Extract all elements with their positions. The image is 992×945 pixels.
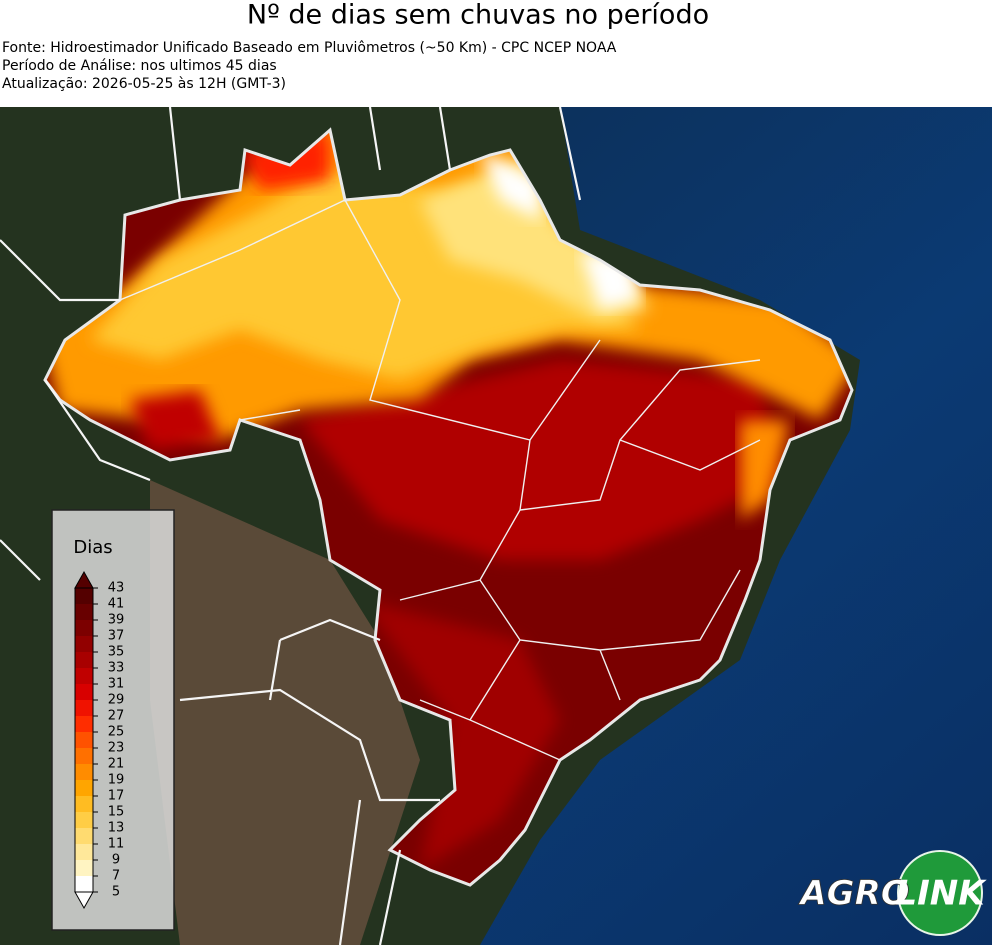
tick-label: 13 [108,821,125,836]
legend-box [51,509,175,931]
source: Fonte: Hidroestimador Unificado Baseado … [2,40,617,56]
tick-label: 25 [108,725,125,740]
tick-label: 39 [108,613,125,628]
tick-label: 31 [108,677,125,692]
tick-label: 19 [108,773,125,788]
color-band [75,604,93,620]
color-band [75,796,93,812]
color-band [75,860,93,876]
tick-label: 37 [108,629,125,644]
tick-label: 11 [108,837,125,852]
color-band [75,748,93,764]
logo-right: LINK [895,874,987,914]
tick-label: 9 [112,853,120,868]
map [0,106,992,945]
logo: AGRO LINK [797,850,987,936]
tick-label: 17 [108,789,125,804]
color-band [75,764,93,780]
color-band [75,844,93,860]
tick-label: 23 [108,741,125,756]
tick-label: 41 [108,597,125,612]
period: Período de Análise: nos ultimos 45 dias [2,58,277,74]
legend: Dias 57911131517192123252729313335373941… [51,509,175,931]
color-band [75,812,93,828]
color-band [75,876,93,892]
tick-label: 35 [108,645,125,660]
color-band [75,636,93,652]
color-band [75,684,93,700]
logo-left: AGRO [797,874,909,914]
color-band [75,828,93,844]
tick-label: 33 [108,661,125,676]
tick-label: 15 [108,805,125,820]
update: Atualização: 2026-05-25 às 12H (GMT-3) [2,76,286,92]
logo-circle [897,850,983,936]
color-band [75,620,93,636]
tick-label: 27 [108,709,125,724]
color-band [75,588,93,604]
tick-label: 29 [108,693,125,708]
title: Nº de dias sem chuvas no período [247,0,709,31]
state-borders [119,199,761,761]
legend-title: Dias [73,537,112,558]
color-band [75,732,93,748]
tick-label: 21 [108,757,125,772]
color-band [75,780,93,796]
color-band [75,700,93,716]
country-borders [0,106,582,945]
colorbar-frame [74,587,94,893]
tick-label: 5 [112,885,120,900]
tick-label: 7 [112,869,120,884]
land-arid [150,480,420,945]
color-band [75,668,93,684]
tick-label: 43 [108,581,125,596]
color-band [75,652,93,668]
color-band [75,716,93,732]
